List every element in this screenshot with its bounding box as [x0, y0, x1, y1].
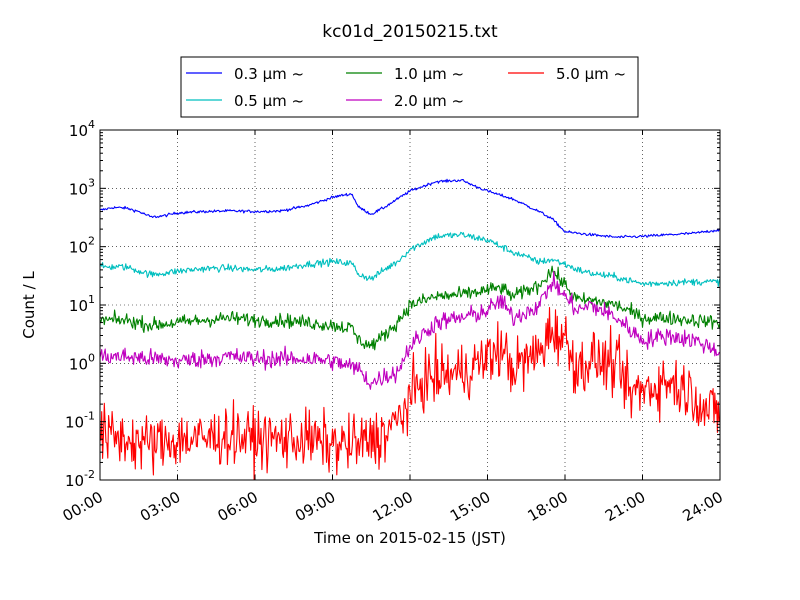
x-tick-label: 00:00 — [60, 488, 106, 525]
y-tick-label: 103 — [69, 176, 95, 198]
legend-label: 0.3 μm ~ — [234, 65, 304, 83]
x-tick-labels: 00:00 03:00 06:00 09:00 12:00 15:00 18:00 21:00… — [60, 488, 726, 525]
y-tick-label: 104 — [69, 118, 95, 140]
x-tick-label: 15:00 — [447, 488, 493, 525]
legend-frame — [180, 56, 639, 118]
y-axis-label: Count / L — [20, 271, 38, 339]
y-tick-label: 10-1 — [65, 410, 95, 432]
series-line — [100, 271, 720, 390]
series-line — [100, 231, 720, 288]
grid — [100, 130, 720, 480]
series-layer — [100, 178, 720, 480]
legend-label: 2.0 μm ~ — [394, 92, 464, 110]
y-tick-label: 10-2 — [65, 468, 95, 490]
x-axis-label: Time on 2015-02-15 (JST) — [313, 529, 506, 547]
y-tick-label: 102 — [69, 235, 95, 257]
y-tick-label: 101 — [69, 293, 95, 315]
x-tick-label: 06:00 — [215, 488, 261, 525]
series-line — [100, 265, 720, 351]
series-line — [100, 178, 720, 239]
y-tick-label: 100 — [69, 351, 95, 373]
x-tick-label: 09:00 — [292, 488, 338, 525]
x-tick-label: 24:00 — [680, 488, 726, 525]
series-line — [100, 306, 720, 480]
legend-label: 5.0 μm ~ — [556, 65, 626, 83]
x-tick-label: 03:00 — [137, 488, 183, 525]
y-tick-labels: 10-2 10-1 100 101 102 103 104 — [65, 118, 95, 490]
legend: 0.3 μm ~ 0.5 μm ~ 1.0 μm ~ 2.0 μm ~ 5.0 μm ~ — [180, 56, 639, 118]
ticks — [99, 129, 721, 481]
legend-label: 0.5 μm ~ — [234, 92, 304, 110]
legend-label: 1.0 μm ~ — [394, 65, 464, 83]
x-tick-label: 12:00 — [370, 488, 416, 525]
x-tick-label: 18:00 — [525, 488, 571, 525]
chart-title: kc01d_20150215.txt — [322, 22, 498, 42]
x-tick-label: 21:00 — [602, 488, 648, 525]
